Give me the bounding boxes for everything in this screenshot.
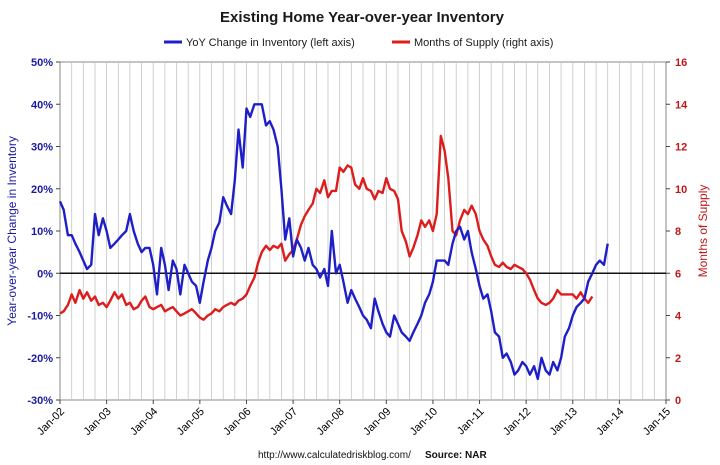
y-left-tick-label: 50% (31, 57, 53, 69)
y-axis-label-right: Months of Supply (696, 185, 710, 278)
x-tick-label: Jan-11 (455, 406, 487, 438)
x-tick-label: Jan-05 (175, 406, 207, 438)
series-line-yoy-change (58, 103, 609, 381)
x-tick-label: Jan-08 (315, 406, 347, 438)
x-tick-label: Jan-04 (128, 406, 160, 438)
y-left-tick-label: -10% (27, 311, 53, 323)
x-tick-label: Jan-06 (221, 406, 253, 438)
legend-label-supply: Months of Supply (right axis) (414, 37, 553, 49)
y-left-tick-label: 0% (37, 268, 53, 280)
y-right-tick-label: 10 (675, 184, 687, 196)
x-tick-label: Jan-03 (81, 406, 113, 438)
y-right-tick-label: 0 (675, 395, 681, 407)
y-left-tick-label: 20% (31, 184, 53, 196)
x-tick-label: Jan-15 (641, 406, 673, 438)
y-right-tick-label: 2 (675, 353, 681, 365)
y-right-tick-label: 8 (675, 226, 681, 238)
x-tick-label: Jan-10 (408, 406, 440, 438)
y-left-tick-label: -30% (27, 395, 53, 407)
x-tick-label: Jan-09 (361, 406, 393, 438)
y-left-tick-label: 10% (31, 226, 53, 238)
y-right-tick-label: 14 (675, 99, 688, 111)
y-right-tick-label: 4 (675, 311, 682, 323)
y-left-tick-label: 30% (31, 142, 53, 154)
y-left-tick-label: -20% (27, 353, 53, 365)
y-axis-label-left: Year-over-year Change in Inventory (5, 136, 19, 326)
x-tick-label: Jan-07 (268, 406, 300, 438)
x-axis: Jan-02 Jan-03 Jan-04 Jan-05 Jan-06 Jan-07 Jan-… (35, 400, 673, 438)
series-line-months-of-supply (59, 134, 594, 321)
y-right-tick-label: 16 (675, 57, 687, 69)
legend-label-yoy: YoY Change in Inventory (left axis) (186, 37, 355, 49)
y-right-tick-label: 12 (675, 142, 687, 154)
right-axis: 0 2 4 6 8 10 12 14 16 (666, 57, 688, 407)
x-tick-label: Jan-12 (501, 406, 533, 438)
x-tick-label: Jan-02 (35, 406, 67, 438)
footer-url: http://www.calculatedriskblog.com/ (258, 450, 411, 461)
x-tick-label: Jan-13 (548, 406, 580, 438)
left-axis: -30% -20% -10% 0% 10% 20% 30% 40% 50% (27, 57, 60, 407)
y-left-tick-label: 40% (31, 99, 53, 111)
chart-title: Existing Home Year-over-year Inventory (220, 9, 505, 26)
x-tick-label: Jan-14 (594, 406, 626, 438)
legend: YoY Change in Inventory (left axis) Mont… (164, 37, 553, 49)
footer-source: Source: NAR (425, 450, 487, 461)
y-right-tick-label: 6 (675, 268, 681, 280)
